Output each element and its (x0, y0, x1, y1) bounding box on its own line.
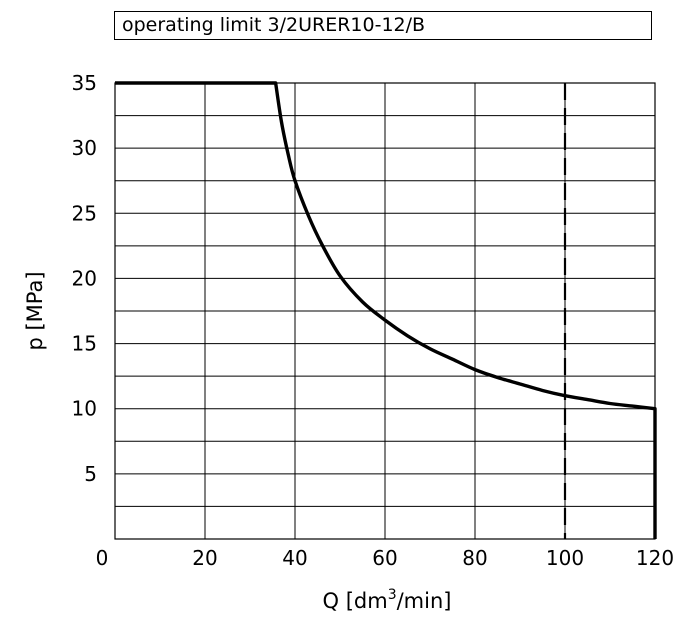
x-tick-label-60: 60 (372, 546, 397, 570)
y-tick-label-5: 5 (84, 462, 97, 486)
y-axis-label: p [MPa] (23, 271, 47, 350)
x-axis-label-tail: /min] (397, 589, 452, 613)
y-tick-label-20: 20 (72, 266, 97, 290)
x-tick-label-120: 120 (636, 546, 674, 570)
y-tick-label-30: 30 (72, 136, 97, 160)
y-tick-labels: 5 10 15 20 25 30 35 (72, 71, 97, 486)
x-axis-label-sup: 3 (388, 587, 397, 603)
x-tick-label-40: 40 (282, 546, 307, 570)
x-tick-labels: 0 20 40 60 80 100 120 (96, 546, 674, 570)
x-tick-label-80: 80 (462, 546, 487, 570)
x-tick-label-100: 100 (546, 546, 584, 570)
x-tick-label-0: 0 (96, 546, 109, 570)
y-tick-label-25: 25 (72, 201, 97, 225)
x-tick-label-20: 20 (192, 546, 217, 570)
x-axis-label: Q [dm3/min] (323, 587, 452, 613)
chart-title: operating limit 3/2URER10-12/B (114, 11, 652, 40)
x-axis-label-main: Q [dm (323, 589, 388, 613)
plot-frame-rect (114, 82, 656, 540)
y-tick-label-35: 35 (72, 71, 97, 95)
series-lines (115, 81, 657, 539)
grid (115, 83, 655, 539)
y-tick-label-10: 10 (72, 397, 97, 421)
y-tick-label-15: 15 (72, 332, 97, 356)
series-line-1 (115, 81, 657, 539)
plot-frame (114, 82, 656, 540)
